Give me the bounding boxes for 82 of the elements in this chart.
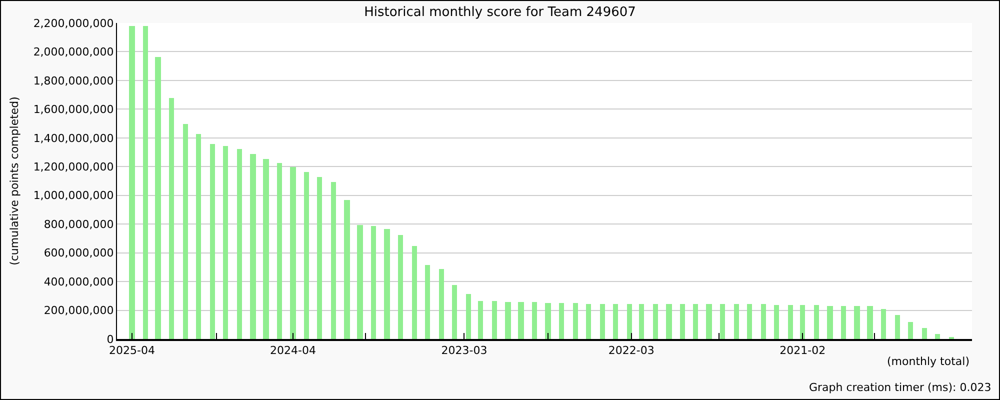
bar <box>439 269 444 339</box>
bar <box>800 305 805 339</box>
bar <box>881 309 886 339</box>
bar <box>277 163 282 339</box>
bar <box>693 304 698 339</box>
bar <box>466 294 471 339</box>
bar <box>492 301 497 339</box>
bar <box>908 322 913 339</box>
x-axis-title: (monthly total) <box>887 355 970 368</box>
bar <box>304 172 309 339</box>
bar <box>895 315 900 339</box>
bar <box>505 302 511 339</box>
y-tick-label: 2,000,000,000 <box>33 46 114 59</box>
bar <box>545 303 551 339</box>
y-tick-label: 1,600,000,000 <box>33 103 114 116</box>
bar <box>559 303 564 339</box>
bar <box>734 304 739 339</box>
x-tick-label: 2024-04 <box>270 344 316 358</box>
y-tick-label: 1,000,000,000 <box>33 189 114 202</box>
bar <box>223 146 228 339</box>
bar <box>935 334 940 339</box>
y-tick-label: 200,000,000 <box>44 304 114 318</box>
bar <box>922 328 927 339</box>
bar <box>412 246 417 339</box>
y-tick-label: 1,200,000,000 <box>33 160 114 174</box>
bar <box>586 304 591 339</box>
bar <box>827 306 833 339</box>
bar <box>344 200 350 339</box>
bar <box>573 303 578 339</box>
bar <box>183 124 188 339</box>
bar <box>747 304 752 339</box>
bar <box>290 167 296 339</box>
bar <box>237 149 242 339</box>
bar <box>666 304 672 339</box>
bar <box>331 182 336 339</box>
bar <box>854 306 860 339</box>
bar <box>720 304 725 339</box>
bar <box>425 265 430 339</box>
bar <box>532 302 537 339</box>
y-tick-label: 1,800,000,000 <box>33 74 114 88</box>
bar <box>317 177 322 339</box>
bar <box>196 134 201 339</box>
bar <box>452 285 457 339</box>
bar <box>518 302 524 339</box>
bar <box>653 304 658 339</box>
bar <box>774 305 779 339</box>
bar <box>384 229 390 339</box>
bar <box>398 235 403 339</box>
text: Graph creation timer (ms): 0.023 <box>809 381 992 394</box>
bar <box>263 159 269 339</box>
bar <box>600 304 605 339</box>
y-tick-label: 1,400,000,000 <box>33 132 114 145</box>
x-tick-label: 2023-03 <box>441 344 488 358</box>
bar <box>867 306 873 339</box>
bar <box>814 305 819 339</box>
y-tick-label: 2,200,000,000 <box>33 16 114 30</box>
bar <box>627 304 632 339</box>
bar <box>706 304 712 339</box>
bar <box>639 304 644 339</box>
bar <box>680 304 685 339</box>
x-tick-label: 2022-03 <box>608 344 654 358</box>
bar <box>210 144 215 339</box>
y-axis-title: (cumulative points completed) <box>8 96 21 266</box>
y-tick-label: 400,000,000 <box>44 275 114 288</box>
bar <box>371 226 376 339</box>
x-tick-label: 2021-02 <box>780 344 826 358</box>
y-tick-label: 800,000,000 <box>44 218 114 231</box>
bar <box>155 57 161 339</box>
bar <box>169 98 174 339</box>
bar <box>478 301 483 339</box>
chart-title: Historical monthly score for Team 249607 <box>364 5 636 20</box>
bar <box>143 26 148 339</box>
bar <box>129 26 135 339</box>
x-tick-label: 2025-04 <box>109 344 155 358</box>
bar <box>613 304 618 339</box>
y-tick-label: 0 <box>106 332 114 346</box>
bar <box>841 306 846 339</box>
y-tick-label: 600,000,000 <box>44 246 114 260</box>
bar <box>761 304 766 339</box>
bar <box>788 305 793 339</box>
bar <box>250 154 256 339</box>
bar <box>357 225 363 339</box>
